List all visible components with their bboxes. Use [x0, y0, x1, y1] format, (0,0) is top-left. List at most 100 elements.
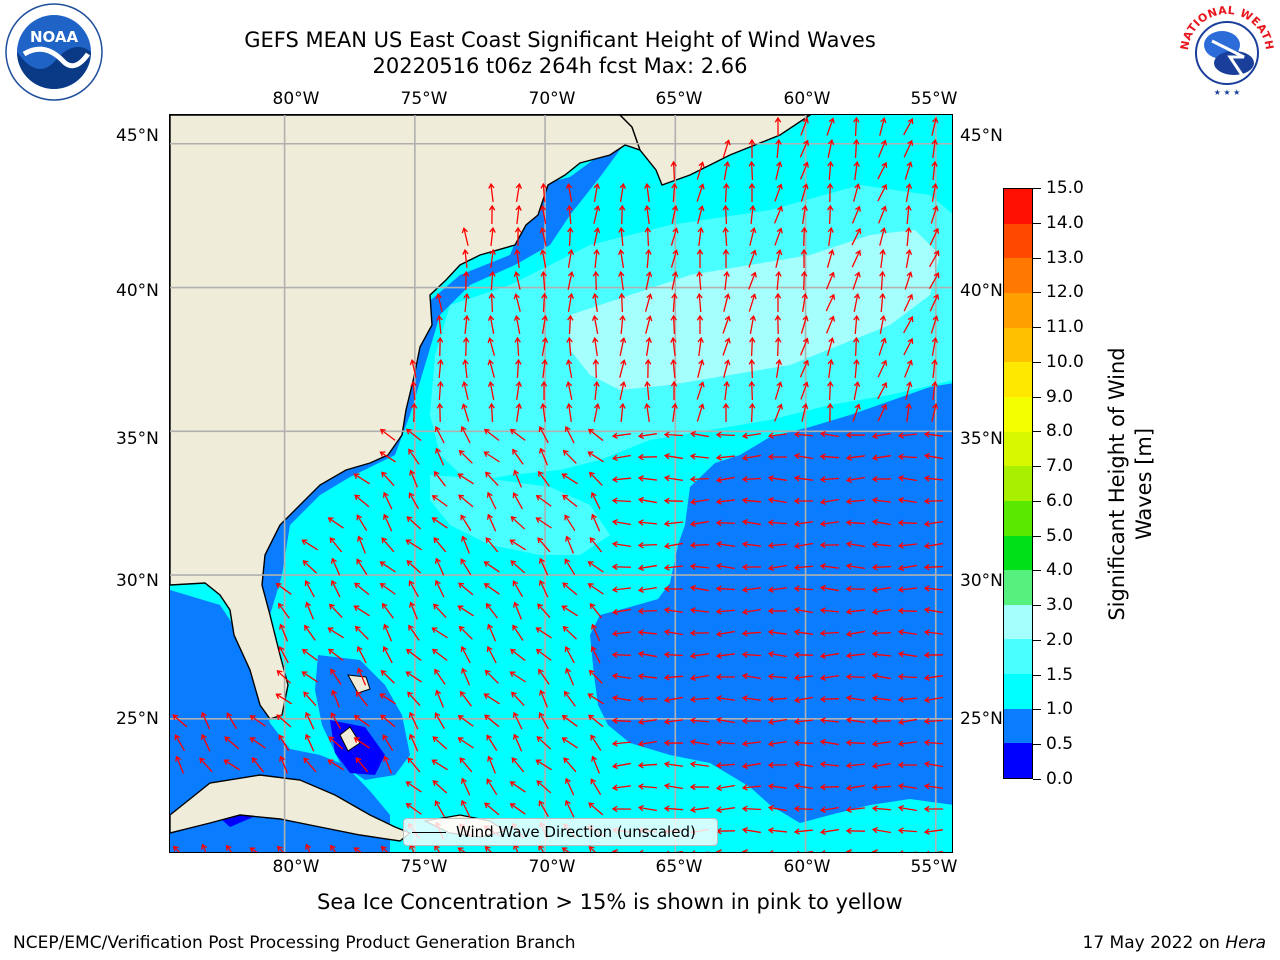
wave-direction-arrow — [897, 519, 918, 527]
wave-direction-arrow — [689, 542, 710, 549]
wave-direction-arrow — [853, 292, 861, 312]
wave-direction-arrow — [877, 139, 887, 158]
wave-direction-arrow — [540, 182, 547, 203]
wave-direction-arrow — [825, 293, 836, 312]
wave-direction-arrow — [845, 585, 866, 593]
wave-direction-arrow — [775, 358, 783, 378]
wave-direction-arrow — [897, 564, 917, 572]
wave-direction-arrow — [715, 762, 736, 769]
wave-direction-arrow — [611, 805, 632, 813]
wave-direction-arrow — [774, 314, 782, 335]
credit-date: 17 May 2022 on — [1082, 933, 1226, 953]
wave-direction-arrow — [303, 691, 317, 707]
wave-direction-arrow — [353, 473, 370, 485]
wave-direction-arrow — [539, 689, 549, 708]
wave-direction-arrow — [303, 757, 317, 773]
wave-direction-arrow — [905, 248, 913, 268]
wave-direction-arrow — [871, 762, 891, 770]
wave-direction-arrow — [619, 337, 627, 356]
wave-direction-arrow — [871, 497, 892, 504]
wave-direction-arrow — [871, 784, 892, 791]
wave-direction-arrow — [483, 583, 500, 595]
lat-label-left-35n: 35°N — [116, 429, 159, 449]
wave-direction-arrow — [174, 734, 186, 752]
wave-direction-arrow — [877, 183, 888, 202]
wave-direction-arrow — [748, 380, 756, 401]
wave-direction-arrow — [301, 648, 318, 661]
wave-direction-arrow — [722, 315, 731, 334]
wave-direction-arrow — [819, 828, 839, 836]
lat-label-left-25n: 25°N — [116, 709, 159, 729]
wave-direction-arrow — [408, 448, 420, 465]
wave-direction-arrow — [462, 248, 469, 269]
wave-height-map — [170, 115, 952, 852]
lon-label-bottom-80w: 80°W — [272, 857, 320, 877]
wave-direction-arrow — [172, 714, 188, 728]
wave-direction-arrow — [637, 673, 658, 680]
wave-direction-arrow — [538, 579, 549, 598]
wave-direction-arrow — [715, 784, 735, 792]
wave-direction-arrow — [327, 627, 344, 639]
wave-direction-arrow — [535, 648, 552, 661]
map-gridlines — [170, 115, 952, 852]
wave-direction-arrow — [590, 778, 602, 796]
wave-direction-arrow — [741, 497, 762, 504]
lon-label-bottom-65w: 65°W — [655, 857, 703, 877]
wave-direction-arrow — [689, 498, 709, 505]
wave-direction-arrow — [458, 449, 473, 464]
wave-direction-arrow — [510, 560, 526, 574]
wave-direction-arrow — [537, 537, 551, 553]
wave-direction-arrow — [741, 784, 762, 791]
colorbar-tick-label: 15.0 — [1046, 178, 1084, 198]
wave-direction-arrow — [567, 314, 574, 335]
wave-direction-arrow — [670, 358, 677, 379]
noaa-logo: NOAA — [4, 2, 104, 106]
colorbar-tick — [1033, 674, 1041, 676]
colorbar-tick-label: 2.0 — [1046, 629, 1074, 650]
wave-direction-arrow — [593, 227, 601, 246]
wave-direction-arrow — [663, 542, 683, 550]
wave-direction-arrow — [486, 513, 497, 532]
wave-direction-arrow — [611, 586, 632, 593]
wave-direction-arrow — [330, 668, 342, 685]
wave-direction-arrow — [748, 293, 757, 312]
wave-direction-arrow — [793, 629, 813, 636]
wave-direction-arrow — [845, 739, 866, 746]
colorbar-tick — [1033, 188, 1041, 189]
wave-direction-arrow — [561, 715, 578, 727]
wave-direction-arrow — [897, 432, 918, 439]
wave-direction-arrow — [774, 183, 783, 202]
wave-direction-arrow — [879, 117, 887, 136]
wave-direction-arrow — [611, 563, 632, 571]
wave-direction-arrow — [410, 380, 417, 401]
bahamas-land-2 — [339, 726, 361, 752]
wave-direction-arrow — [515, 402, 522, 422]
wave-direction-arrow — [845, 849, 854, 852]
wave-direction-arrow — [357, 535, 366, 554]
wave-direction-arrow — [692, 850, 709, 852]
wave-direction-arrow — [879, 248, 886, 269]
wave-direction-arrow — [509, 539, 526, 551]
wave-direction-arrow — [563, 757, 577, 773]
wave-direction-arrow — [819, 430, 839, 438]
wave-direction-arrow — [723, 380, 730, 401]
wave-direction-arrow — [877, 381, 888, 400]
wave-direction-arrow — [462, 336, 470, 357]
wave-direction-arrow — [463, 314, 470, 335]
wave-direction-arrow — [793, 760, 813, 768]
wave-direction-arrow — [767, 453, 788, 461]
wave-direction-arrow — [405, 539, 422, 551]
wave-direction-arrow — [459, 690, 472, 707]
wave-direction-arrow — [201, 843, 208, 852]
wave-direction-arrow — [931, 117, 939, 136]
wave-direction-arrow — [929, 293, 940, 312]
wave-direction-arrow — [487, 337, 495, 356]
wave-direction-arrow — [618, 226, 625, 247]
wave-direction-arrow — [689, 607, 710, 614]
colorbar-segment — [1004, 500, 1032, 536]
wave-direction-arrow — [645, 336, 652, 356]
wave-direction-arrow — [767, 783, 788, 790]
wave-direction-arrow — [689, 563, 710, 570]
wave-direction-arrow — [741, 826, 761, 834]
wave-direction-arrow — [905, 381, 913, 400]
